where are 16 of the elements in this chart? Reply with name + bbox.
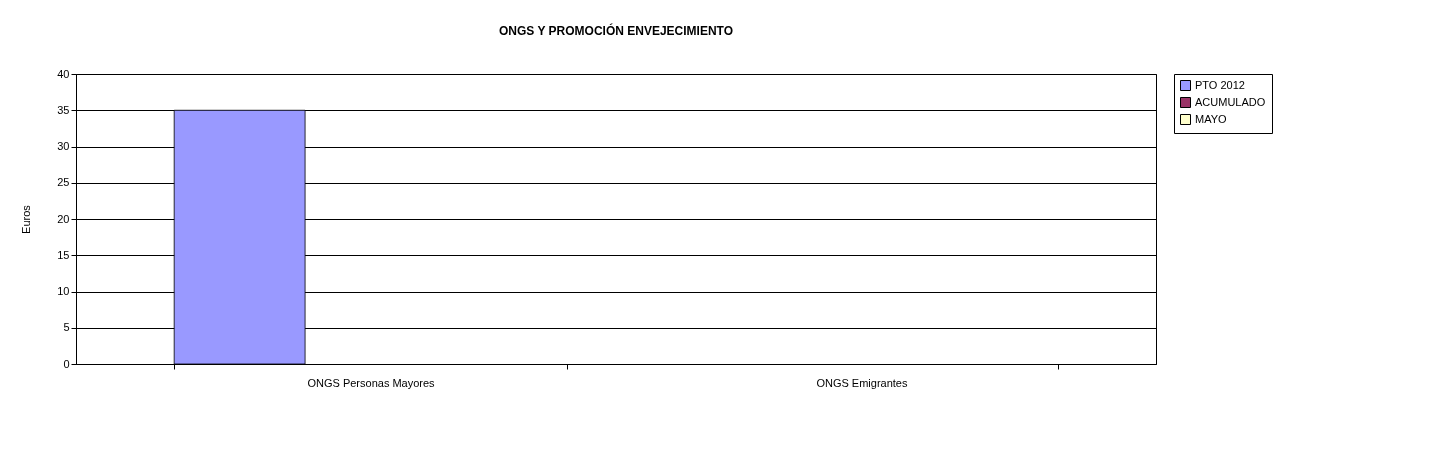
y-tick-label: 35 bbox=[57, 103, 70, 116]
y-tick-label: 40 bbox=[57, 67, 70, 80]
y-tick-label: 25 bbox=[57, 176, 70, 189]
x-tick-label: ONGS Personas Mayores bbox=[307, 376, 436, 389]
y-axis-title: Euros bbox=[20, 204, 33, 234]
y-tick-label: 5 bbox=[63, 321, 70, 334]
legend-label: PTO 2012 bbox=[1195, 78, 1245, 91]
legend-label: MAYO bbox=[1195, 112, 1228, 125]
y-tick-label: 10 bbox=[57, 285, 70, 297]
legend-label: ACUMULADO bbox=[1195, 95, 1266, 108]
y-tick-label: 20 bbox=[57, 212, 70, 225]
y-tick-label: 30 bbox=[57, 140, 70, 152]
y-tick-label: 15 bbox=[57, 248, 70, 261]
x-tick-label: ONGS Emigrantes bbox=[816, 376, 908, 389]
y-tick-label: 0 bbox=[63, 357, 70, 370]
chart-title: ONGS Y PROMOCIÓN ENVEJECIMIENTO bbox=[498, 23, 734, 38]
